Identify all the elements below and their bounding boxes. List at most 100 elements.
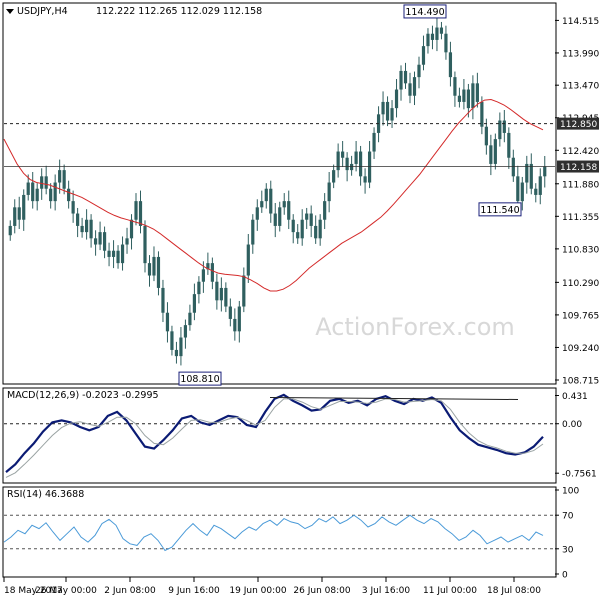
price-y-tick-label: 108.715 [562,377,599,387]
time-axis-label: 19 Jun 00:00 [229,586,286,596]
candle-body [314,225,318,239]
candle-body [40,176,44,189]
candle-body [385,101,390,121]
candle-body [58,170,62,183]
candle-body [125,238,129,245]
candle-body [291,219,295,233]
macd-line [5,393,544,473]
candle-body [421,46,426,65]
macd-pane-frame [2,387,557,484]
candle-body [341,151,345,158]
candle-body [354,151,358,164]
price-header: USDJPY,H4 112.222 112.265 112.029 112.15… [6,6,262,17]
candle-body [358,151,363,177]
candle-body [318,219,322,239]
candle-body [31,182,35,202]
rsi-y-tick-label: 70 [562,512,574,522]
price-y-tick-label: 111.880 [562,180,599,190]
candle-body [448,52,453,78]
candle-body [80,225,84,233]
candle-body [516,176,520,202]
candle-body [502,120,506,133]
candle-body [367,151,372,183]
macd-y-tick-label: 0.00 [562,420,582,430]
price-annotation-box [178,371,222,386]
candle-body [269,188,273,214]
time-axis-label: 18 Jul 08:00 [487,586,541,596]
candle-body [201,269,205,282]
price-annotation-label: 108.810 [180,374,219,385]
candle-body [44,176,48,189]
candle-body [264,188,268,202]
ohlc-values: 112.222 112.265 112.029 112.158 [96,6,262,17]
candle-body [49,188,53,202]
candle-body [143,225,147,264]
price-annotation-label: 114.490 [405,7,444,18]
candle-body [192,294,197,313]
candle-body [26,182,30,195]
candle-body [394,89,399,109]
candle-body [93,238,98,245]
price-y-tick-label: 114.515 [562,17,599,27]
candle-body [435,27,439,40]
price-annotations: 114.490 108.810 111.540 [178,4,522,386]
candle-body [53,182,57,202]
candlestick-series [8,16,547,366]
candle-body [179,337,183,357]
candle-body [296,232,300,239]
candle-body [152,256,156,276]
candle-body [255,207,259,220]
candle-body [170,331,174,350]
candle-body [538,176,542,195]
candle-body [520,182,524,202]
candle-body [305,213,309,220]
rsi-pane-frame [2,486,557,578]
macd-trendline [269,397,519,401]
candle-body [525,163,529,183]
current-price-label: 112.158 [560,163,597,173]
candle-body [156,256,161,288]
price-y-axis: 114.515113.990113.470112.945112.420111.8… [555,17,599,387]
candle-body [35,188,39,202]
price-y-tick-label: 110.830 [562,245,599,255]
candle-body [332,170,336,183]
macd-indicator: 0.431 0.00 -0.7561 [4,392,597,480]
candle-body [13,207,17,226]
macd-title: MACD(12,26,9) -0.2023 -0.2995 [7,390,159,401]
price-pane-frame [2,2,557,385]
moving-average-line [3,98,544,292]
rsi-title: RSI(14) 46.3688 [7,489,84,500]
time-axis-label: 26 Jun 08:00 [293,586,350,596]
candle-body [282,201,286,208]
candle-body [228,306,232,319]
candle-body [138,201,143,226]
candle-body [8,225,12,236]
candle-body [408,83,412,96]
rsi-y-tick-label: 0 [562,571,568,581]
candle-body [403,70,408,84]
macd-y-tick-label: -0.7561 [562,470,597,480]
moving-average-path [3,98,544,292]
candle-body [475,83,479,102]
candle-body [363,176,367,183]
candle-body [336,151,340,171]
price-annotation-box [478,202,522,217]
macd-signal-line [5,398,544,478]
price-y-tick-label: 110.290 [562,279,599,289]
candle-body [62,170,66,189]
symbol-label: USDJPY,H4 [17,6,68,17]
candle-body [174,349,179,357]
rsi-y-tick-label: 30 [562,545,574,555]
candle-body [453,77,457,96]
symbol-dropdown-icon[interactable] [6,9,14,14]
candle-body [76,213,80,226]
candle-body [67,188,71,202]
candle-body [412,77,417,96]
price-annotation-label: 111.540 [480,205,519,216]
candle-body [484,126,488,146]
candle-body [224,287,228,307]
candle-body [390,108,394,121]
candle-body [323,201,327,220]
candle-body [215,281,219,301]
candle-body [134,201,138,220]
